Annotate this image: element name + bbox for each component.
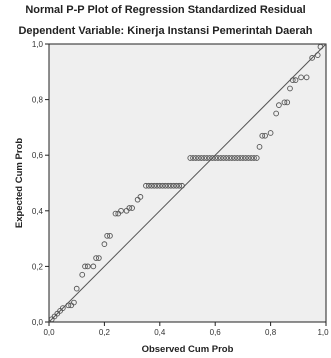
data-point bbox=[73, 285, 80, 292]
data-point bbox=[198, 155, 205, 161]
data-point bbox=[284, 99, 291, 106]
data-point bbox=[276, 102, 282, 109]
y-tick-label: 0,4 bbox=[32, 207, 44, 216]
data-point bbox=[201, 155, 207, 161]
data-point bbox=[126, 205, 133, 211]
x-tick-label: 0,4 bbox=[154, 328, 166, 337]
x-tick-label: 0,0 bbox=[43, 328, 55, 337]
data-point bbox=[82, 263, 88, 270]
data-point bbox=[273, 110, 279, 117]
data-point bbox=[292, 77, 299, 83]
data-point bbox=[303, 74, 310, 81]
data-point bbox=[176, 182, 183, 189]
data-point bbox=[287, 85, 293, 92]
data-point bbox=[228, 155, 235, 161]
data-point bbox=[317, 43, 324, 50]
data-point bbox=[165, 182, 171, 189]
chart-subtitle: Dependent Variable: Kinerja Instansi Pem… bbox=[18, 25, 313, 37]
data-point bbox=[267, 130, 274, 136]
data-point bbox=[79, 271, 86, 278]
data-point bbox=[253, 155, 260, 161]
data-point bbox=[215, 155, 221, 161]
data-point bbox=[145, 182, 152, 189]
data-point bbox=[107, 232, 113, 239]
data-point bbox=[137, 194, 144, 200]
data-point bbox=[314, 52, 321, 58]
data-point bbox=[298, 74, 304, 81]
data-point bbox=[204, 155, 210, 161]
data-point bbox=[96, 255, 102, 261]
x-tick-label: 0,2 bbox=[99, 328, 111, 337]
x-axis-label: Observed Cum Prob bbox=[142, 344, 234, 355]
data-point bbox=[148, 182, 155, 189]
data-point bbox=[195, 155, 202, 161]
data-point bbox=[309, 55, 316, 61]
y-tick-label: 0,2 bbox=[32, 262, 44, 271]
data-point bbox=[259, 132, 266, 139]
data-point bbox=[231, 155, 238, 161]
data-point bbox=[217, 155, 224, 161]
data-point bbox=[112, 210, 119, 217]
x-axis-ticks: 0,0 0,2 0,4 0,6 0,8 1,0 bbox=[43, 322, 329, 337]
y-tick-label: 0,0 bbox=[32, 318, 44, 327]
data-point bbox=[281, 99, 288, 106]
data-point bbox=[93, 255, 99, 261]
data-point bbox=[129, 205, 135, 211]
data-point bbox=[245, 155, 252, 161]
data-point bbox=[151, 182, 158, 189]
data-point bbox=[251, 155, 257, 161]
x-tick-label: 1,0 bbox=[317, 328, 329, 337]
data-point bbox=[187, 155, 194, 161]
y-tick-label: 0,6 bbox=[32, 151, 44, 160]
data-point bbox=[256, 144, 263, 150]
data-point bbox=[223, 155, 230, 161]
data-points bbox=[48, 43, 324, 323]
data-point bbox=[240, 155, 246, 161]
data-point bbox=[71, 299, 77, 306]
data-point bbox=[159, 182, 166, 189]
data-point bbox=[179, 182, 185, 189]
data-point bbox=[65, 302, 72, 309]
data-point bbox=[206, 155, 213, 161]
x-tick-label: 0,8 bbox=[265, 328, 277, 337]
chart-title: Normal P-P Plot of Regression Standardiz… bbox=[25, 4, 306, 16]
data-point bbox=[289, 77, 296, 83]
data-point bbox=[101, 241, 108, 248]
reference-line bbox=[48, 43, 327, 323]
data-point bbox=[118, 207, 124, 214]
y-tick-label: 1,0 bbox=[32, 40, 44, 49]
data-point bbox=[156, 182, 163, 189]
data-point bbox=[234, 155, 241, 161]
data-point bbox=[209, 155, 216, 161]
data-point bbox=[173, 182, 180, 189]
data-point bbox=[226, 155, 232, 161]
y-axis-label: Expected Cum Prob bbox=[14, 138, 25, 228]
data-point bbox=[143, 182, 149, 189]
y-tick-label: 0,8 bbox=[32, 96, 44, 105]
data-point bbox=[59, 305, 66, 311]
data-point bbox=[84, 263, 91, 270]
data-point bbox=[262, 132, 268, 139]
data-point bbox=[242, 155, 249, 161]
data-point bbox=[90, 263, 97, 270]
data-point bbox=[237, 155, 243, 161]
data-point bbox=[220, 155, 227, 161]
data-point bbox=[162, 182, 169, 189]
data-point bbox=[104, 232, 111, 239]
data-point bbox=[154, 182, 160, 189]
data-point bbox=[248, 155, 255, 161]
data-point bbox=[212, 155, 219, 161]
data-point bbox=[192, 155, 199, 161]
y-axis-ticks: 0,0 0,2 0,4 0,6 0,8 1,0 bbox=[32, 40, 49, 327]
x-tick-label: 0,6 bbox=[210, 328, 222, 337]
data-point bbox=[168, 182, 174, 189]
data-point bbox=[170, 182, 177, 189]
data-point bbox=[190, 155, 196, 161]
